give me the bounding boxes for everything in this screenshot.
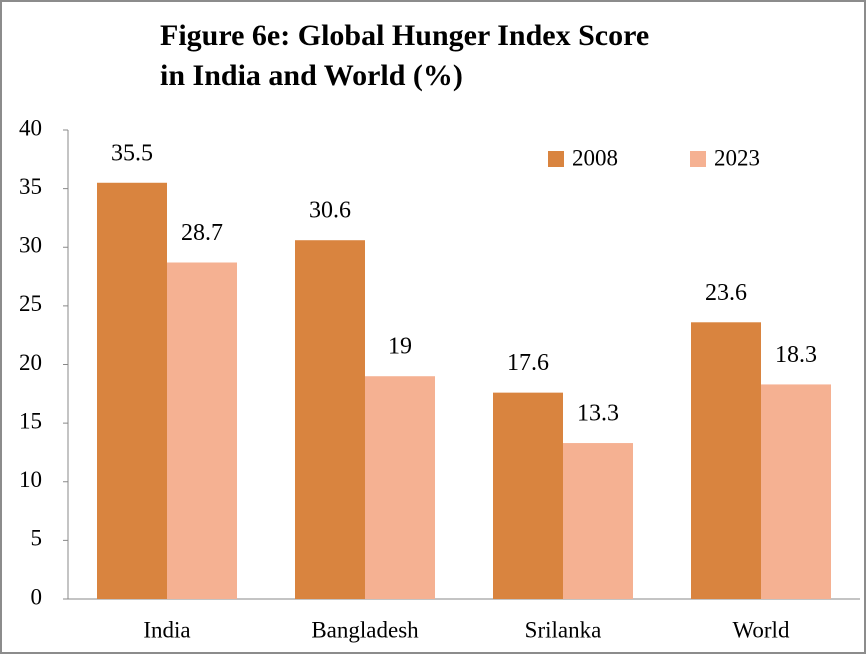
- data-label: 19: [388, 334, 412, 360]
- chart-title: Figure 6e: Global Hunger Index Score: [160, 19, 649, 52]
- data-label: 17.6: [507, 350, 549, 376]
- bar: [97, 182, 167, 599]
- legend-swatch: [690, 151, 706, 167]
- y-tick-label: 40: [19, 115, 42, 140]
- x-tick-label: Srilanka: [525, 617, 602, 642]
- legend-swatch: [548, 151, 564, 167]
- bar: [761, 384, 831, 599]
- y-tick-label: 15: [19, 408, 42, 433]
- x-tick-label: India: [143, 617, 190, 642]
- data-label: 35.5: [111, 140, 153, 166]
- data-label: 18.3: [775, 342, 817, 368]
- x-tick-label: Bangladesh: [311, 617, 419, 642]
- y-tick-label: 20: [19, 350, 42, 375]
- legend-label: 2008: [572, 145, 618, 170]
- y-tick-label: 5: [31, 526, 43, 551]
- bar: [563, 443, 633, 599]
- chart-title: in India and World (%): [160, 59, 463, 92]
- y-tick-label: 35: [19, 174, 42, 199]
- bar: [295, 240, 365, 599]
- data-label: 28.7: [181, 220, 223, 246]
- legend-label: 2023: [714, 145, 760, 170]
- y-tick-label: 25: [19, 291, 42, 316]
- bar: [691, 322, 761, 599]
- bar: [365, 376, 435, 599]
- bar: [167, 262, 237, 599]
- bar: [493, 392, 563, 599]
- data-label: 13.3: [577, 401, 619, 427]
- x-tick-label: World: [733, 617, 790, 642]
- data-label: 30.6: [309, 198, 351, 224]
- y-tick-label: 30: [19, 233, 42, 258]
- data-label: 23.6: [705, 280, 747, 306]
- y-tick-label: 0: [31, 584, 43, 609]
- y-tick-label: 10: [19, 467, 42, 492]
